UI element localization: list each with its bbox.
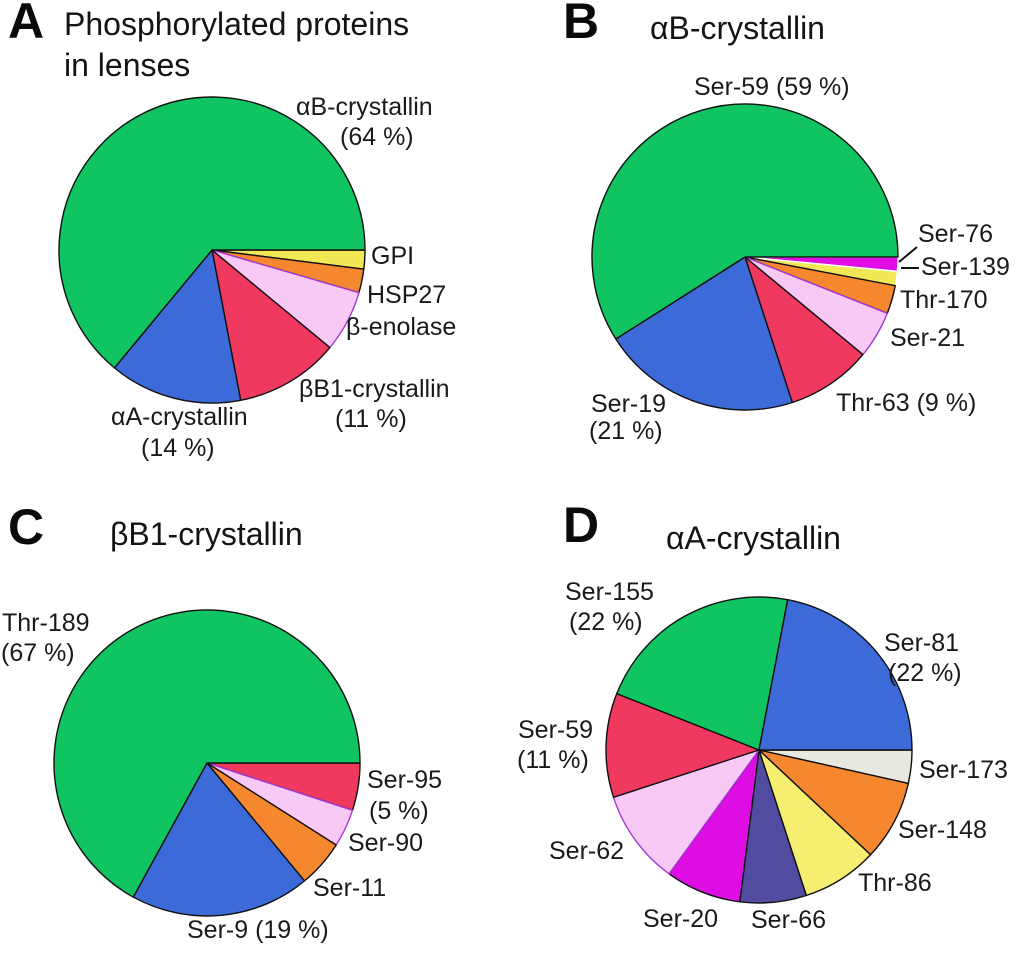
label-ser21: Ser-21: [890, 324, 966, 352]
panel-d: D αA-crystallin Ser-155 (22 %) Ser-81 (2…: [509, 480, 1017, 955]
pie-slice-thr-63: [744, 256, 864, 404]
panel-a-title: Phosphorylated proteins in lenses: [64, 4, 409, 86]
pie-chart-ab-crystallin: [591, 103, 899, 411]
label-ser90: Ser-90: [348, 829, 424, 857]
label-ser95: Ser-95: [367, 766, 443, 794]
label-ser66: Ser-66: [751, 906, 827, 934]
panel-d-letter: D: [563, 497, 600, 553]
pie-slice-ser-155: [616, 596, 789, 751]
label-thr189-pct: (67 %): [1, 639, 75, 667]
label-ser62: Ser-62: [549, 837, 625, 865]
pie-slice-ser-62: [612, 749, 760, 875]
label-ser11: Ser-11: [313, 874, 387, 902]
pie-slice--b-crystallin: [58, 96, 366, 369]
label-thr189: Thr-189: [2, 609, 90, 637]
label-bb1-crystallin: βB1-crystallin: [299, 375, 450, 403]
label-ser81: Ser-81: [884, 629, 960, 657]
panel-b-title: αB-crystallin: [650, 10, 825, 46]
panel-d-title: αA-crystallin: [666, 520, 841, 556]
label-thr86: Thr-86: [858, 869, 932, 897]
pie-slice-ser-59: [605, 692, 760, 798]
pie-chart-phosphorylated-proteins: [58, 96, 366, 404]
label-ab-crystallin-pct: (64 %): [340, 123, 414, 151]
label-gpi: GPI: [371, 242, 415, 270]
label-ser81-pct: (22 %): [888, 659, 962, 687]
label-ser19: Ser-19: [591, 390, 667, 418]
panel-c-title: βB1-crystallin: [110, 516, 303, 552]
label-ser59-d: Ser-59: [518, 716, 594, 744]
panel-c: C βB1-crystallin Thr-189 (67 %) Ser-95 (…: [0, 480, 508, 955]
label-bb1-crystallin-pct: (11 %): [335, 405, 407, 433]
label-ser139: Ser-139: [921, 253, 1010, 281]
panel-a-title-line2: in lenses: [64, 47, 191, 83]
label-aa-crystallin-pct: (14 %): [141, 434, 215, 462]
panel-a-letter: A: [8, 0, 45, 49]
label-ser155: Ser-155: [565, 578, 654, 606]
panel-b: B αB-crystallin Ser-59 (59 %) Ser-76 Ser…: [509, 0, 1017, 480]
label-thr63-pct: Thr-63 (9 %): [836, 389, 977, 417]
label-ser148: Ser-148: [898, 816, 987, 844]
label-ser155-pct: (22 %): [569, 608, 643, 636]
pie-slice--b1-crystallin: [211, 249, 331, 401]
label-ser59-pct: Ser-59 (59 %): [694, 73, 850, 101]
panel-a: A Phosphorylated proteins in lenses αB-c…: [0, 0, 508, 480]
label-ser19-pct: (21 %): [589, 417, 663, 445]
pie-slice--a-crystallin: [113, 249, 242, 404]
pie-slice-ser-59: [591, 103, 899, 340]
label-ab-crystallin: αB-crystallin: [296, 93, 433, 121]
pie-slice-ser-81: [758, 599, 913, 751]
panel-c-letter: C: [8, 499, 45, 555]
label-ser173: Ser-173: [919, 756, 1008, 784]
label-ser20: Ser-20: [643, 905, 719, 933]
pie-slice-thr-189: [53, 609, 361, 898]
pie-chart-bb1-crystallin: [53, 609, 361, 917]
label-b-enolase: β-enolase: [346, 313, 457, 341]
panel-a-title-line1: Phosphorylated proteins: [64, 6, 410, 42]
pie-chart-aa-crystallin: [605, 596, 913, 904]
pie-slice-ser-19: [615, 256, 793, 411]
pie-slice-ser-9: [132, 762, 306, 917]
label-aa-crystallin: αA-crystallin: [111, 403, 248, 431]
label-ser95-pct: (5 %): [369, 797, 429, 825]
label-thr170: Thr-170: [900, 286, 988, 314]
label-ser9-pct: Ser-9 (19 %): [187, 916, 329, 944]
label-ser59-d-pct: (11 %): [517, 746, 589, 774]
label-hsp27: HSP27: [367, 281, 447, 309]
label-ser76: Ser-76: [918, 220, 994, 248]
panel-b-letter: B: [563, 0, 600, 49]
